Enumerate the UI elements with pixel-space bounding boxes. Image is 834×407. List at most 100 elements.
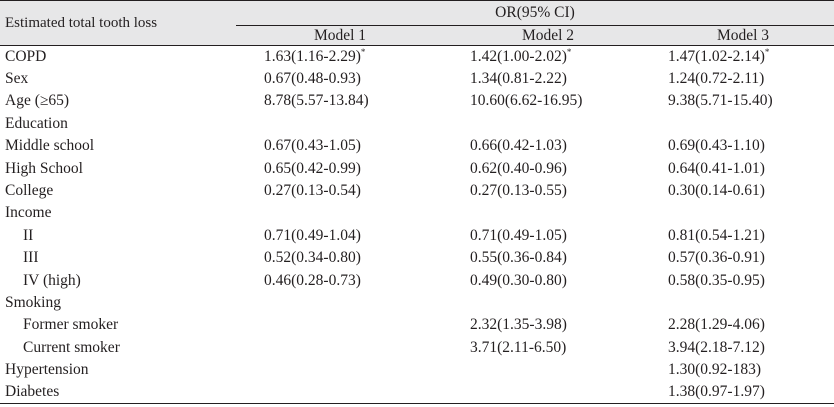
- table-header: Estimated total tooth loss OR(95% CI) Mo…: [0, 0, 834, 46]
- row-label-text: Former smoker: [23, 316, 119, 334]
- model-2-value: 10.60(6.62-16.95): [444, 90, 652, 112]
- row-label: III: [0, 247, 236, 269]
- row-label-text: High School: [5, 159, 83, 177]
- model-1-value: 0.46(0.28-0.73): [236, 269, 444, 291]
- odds-ratio-text: 0.58(0.35-0.95): [668, 271, 765, 289]
- model-3-header: Model 3: [652, 25, 834, 46]
- row-label: Hypertension: [0, 359, 236, 381]
- row-label-text: COPD: [5, 47, 47, 65]
- row-label: Age (≥65): [0, 90, 236, 112]
- model-1-value: 8.78(5.57-13.84): [236, 90, 444, 112]
- odds-ratio-text: 10.60(6.62-16.95): [470, 92, 583, 110]
- odds-ratio-text: 1.30(0.92-183): [668, 361, 761, 379]
- row-label: Diabetes: [0, 381, 236, 405]
- row-label: High School: [0, 157, 236, 179]
- odds-ratio-text: 0.65(0.42-0.99): [264, 159, 361, 177]
- model-1-value: 0.52(0.34-0.80): [236, 247, 444, 269]
- odds-ratio-text: 1.47(1.02-2.14): [668, 47, 765, 65]
- odds-ratio-text: 0.55(0.36-0.84): [470, 249, 567, 267]
- model-2-value: 1.42(1.00-2.02)*: [444, 46, 652, 68]
- row-label: II: [0, 225, 236, 247]
- odds-ratio-text: 0.69(0.43-1.10): [668, 137, 765, 155]
- significance-marker: *: [566, 46, 572, 57]
- row-label-text: Income: [5, 204, 52, 222]
- table-body: COPD 1.63(1.16-2.29)* 1.42(1.00-2.02)* 1.47…: [0, 45, 834, 405]
- row-label-text: Age (≥65): [5, 92, 70, 110]
- row-label: Education: [0, 113, 236, 135]
- odds-ratio-text: 1.42(1.00-2.02): [470, 47, 567, 65]
- row-label: Smoking: [0, 292, 236, 314]
- model-3-value: 0.57(0.36-0.91): [652, 247, 834, 269]
- row-label-text: Smoking: [5, 293, 61, 311]
- model-3-value: 1.24(0.72-2.11): [652, 68, 834, 90]
- odds-ratio-text: 0.71(0.49-1.05): [470, 226, 567, 244]
- row-header-cell: Estimated total tooth loss: [0, 0, 236, 46]
- row-label: Sex: [0, 68, 236, 90]
- model-3-value: 0.69(0.43-1.10): [652, 135, 834, 157]
- model-1-value: 0.27(0.13-0.54): [236, 180, 444, 202]
- model-3-value: 0.81(0.54-1.21): [652, 225, 834, 247]
- odds-ratio-text: 1.24(0.72-2.11): [668, 70, 765, 88]
- model-1-value: 0.67(0.43-1.05): [236, 135, 444, 157]
- model-1-value: [236, 314, 444, 336]
- model-2-value: 0.49(0.30-0.80): [444, 269, 652, 291]
- model-2-value: 0.71(0.49-1.05): [444, 225, 652, 247]
- model-1-value: 0.71(0.49-1.04): [236, 225, 444, 247]
- model-3-value: 1.38(0.97-1.97): [652, 381, 834, 405]
- model-3-value: 0.30(0.14-0.61): [652, 180, 834, 202]
- row-label-text: III: [23, 249, 39, 267]
- table-row: Current smoker 3.71(2.11-6.50) 3.94(2.18-7…: [0, 337, 834, 359]
- model-1-value: 0.65(0.42-0.99): [236, 157, 444, 179]
- table-row: II 0.71(0.49-1.04) 0.71(0.49-1.05) 0.81(0.5…: [0, 224, 834, 248]
- table-row: Income: [0, 202, 834, 224]
- row-label-text: Middle school: [5, 137, 95, 155]
- model-1-value: 1.63(1.16-2.29)*: [236, 46, 444, 68]
- row-label: COPD: [0, 46, 236, 68]
- model-3-value: 1.30(0.92-183): [652, 359, 834, 381]
- row-label-text: Current smoker: [23, 338, 120, 356]
- table-row: Hypertension 1.30(0.92-183): [0, 358, 834, 382]
- model-2-value: 0.27(0.13-0.55): [444, 180, 652, 202]
- odds-ratio-text: 2.28(1.29-4.06): [668, 316, 765, 334]
- model-1-value: 0.67(0.48-0.93): [236, 68, 444, 90]
- table-row: Education: [0, 113, 834, 135]
- odds-ratio-text: 1.34(0.81-2.22): [470, 70, 567, 88]
- odds-ratio-text: 0.67(0.43-1.05): [264, 137, 361, 155]
- model-1-value: [236, 113, 444, 135]
- row-label: Income: [0, 202, 236, 224]
- row-label-text: Hypertension: [5, 361, 89, 379]
- table-row: Sex 0.67(0.48-0.93) 1.34(0.81-2.22) 1.24(0.…: [0, 68, 834, 90]
- row-label-text: Sex: [5, 70, 29, 88]
- model-1-value: [236, 337, 444, 359]
- row-label-text: College: [5, 182, 54, 200]
- odds-ratio-text: 2.32(1.35-3.98): [470, 316, 567, 334]
- odds-ratio-text: 0.30(0.14-0.61): [668, 182, 765, 200]
- odds-ratio-text: 0.52(0.34-0.80): [264, 249, 361, 267]
- model-1-value: [236, 292, 444, 314]
- odds-ratio-text: 0.49(0.30-0.80): [470, 271, 567, 289]
- table-row: College 0.27(0.13-0.54) 0.27(0.13-0.55) 0.3…: [0, 179, 834, 203]
- row-label-text: Diabetes: [5, 383, 60, 401]
- model-2-value: [444, 359, 652, 381]
- model-2-value: 3.71(2.11-6.50): [444, 337, 652, 359]
- model-1-value: [236, 359, 444, 381]
- row-label-text: IV (high): [23, 271, 81, 289]
- model-1-header: Model 1: [236, 25, 444, 46]
- odds-ratio-text: 0.46(0.28-0.73): [264, 271, 361, 289]
- table-row: High School 0.65(0.42-0.99) 0.62(0.40-0.96…: [0, 157, 834, 179]
- odds-ratio-text: 0.81(0.54-1.21): [668, 226, 765, 244]
- table-row: Middle school 0.67(0.43-1.05) 0.66(0.42-1.…: [0, 135, 834, 158]
- odds-ratio-text: 0.71(0.49-1.04): [264, 226, 361, 244]
- odds-ratio-text: 8.78(5.57-13.84): [264, 92, 369, 110]
- table-row: Former smoker 2.32(1.35-3.98) 2.28(1.29-4.…: [0, 314, 834, 337]
- model-2-value: [444, 381, 652, 405]
- model-2-value: 0.55(0.36-0.84): [444, 247, 652, 269]
- odds-ratio-text: 0.67(0.48-0.93): [264, 70, 361, 88]
- model-3-value: 1.47(1.02-2.14)*: [652, 46, 834, 68]
- group-header-cell: OR(95% CI): [236, 0, 834, 26]
- model-2-value: 1.34(0.81-2.22): [444, 68, 652, 90]
- model-2-header: Model 2: [444, 25, 652, 46]
- row-label: Former smoker: [0, 314, 236, 336]
